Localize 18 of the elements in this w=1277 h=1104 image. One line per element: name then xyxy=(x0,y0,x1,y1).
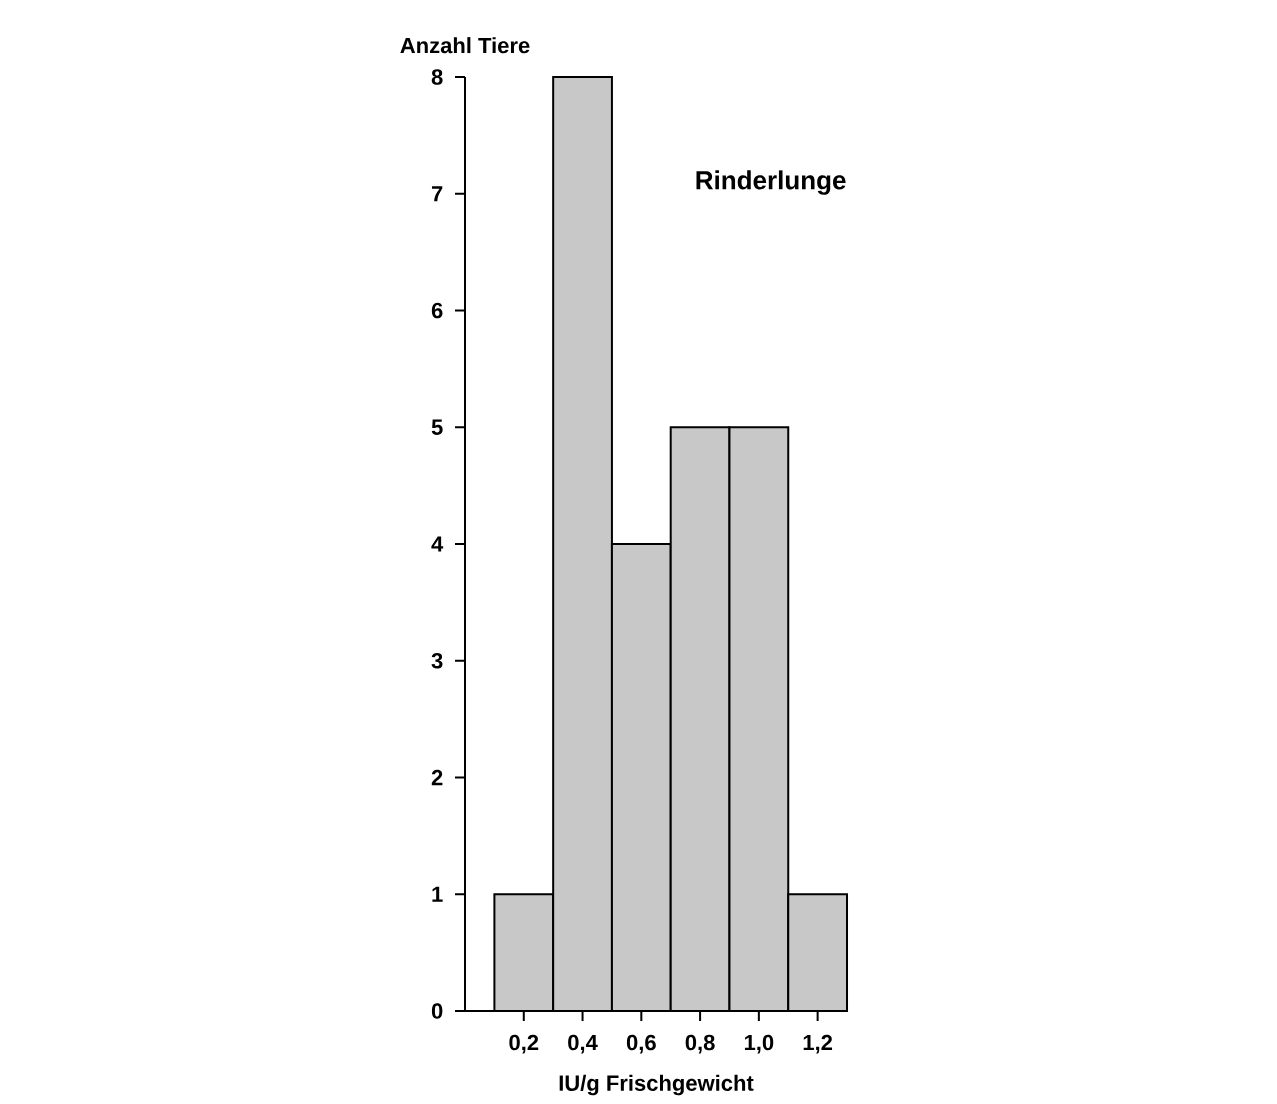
y-tick-label: 8 xyxy=(431,69,443,85)
y-tick-label: 4 xyxy=(431,536,444,552)
x-tick-label: 0,2 xyxy=(509,1034,539,1054)
x-axis-title: IU/g Frischgewicht xyxy=(559,1074,754,1096)
y-tick-label: 2 xyxy=(431,769,443,786)
y-axis-title: Anzahl Tiere xyxy=(400,37,530,54)
y-tick-label: 3 xyxy=(431,652,443,669)
x-tick-label: 1,0 xyxy=(744,1034,774,1054)
x-tick-label: 0,4 xyxy=(568,1034,598,1054)
annotation: Rinderlunge xyxy=(696,170,846,195)
y-tick-label: 0 xyxy=(431,1003,443,1019)
y-tick-label: 6 xyxy=(431,302,443,319)
y-tick-label: 5 xyxy=(431,419,443,435)
x-tick-label: 0,8 xyxy=(685,1034,715,1054)
x-tick-label: 1,2 xyxy=(803,1034,833,1054)
y-tick-label: 7 xyxy=(431,186,443,202)
x-tick-label: 0,6 xyxy=(626,1034,656,1054)
y-tick-label: 1 xyxy=(432,886,443,902)
